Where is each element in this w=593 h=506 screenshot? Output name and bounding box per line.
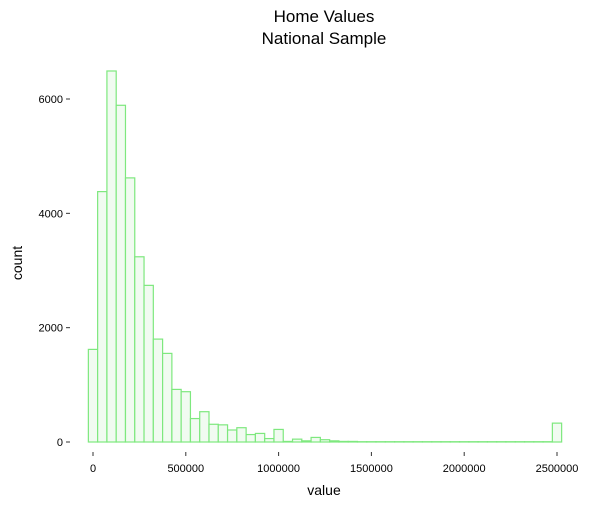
x-tick-label: 1000000 (257, 463, 300, 475)
x-axis: 0 500000 1000000 1500000 2000000 2500000 (90, 452, 578, 475)
histogram-bar (152, 338, 164, 443)
histogram-bar (208, 423, 219, 443)
histogram-bar (254, 432, 266, 443)
x-tick-label: 500000 (167, 463, 204, 475)
chart-title: Home Values (274, 7, 375, 26)
y-tick-label: 2000 (39, 323, 63, 335)
y-tick-label: 6000 (39, 94, 63, 106)
histogram-bar (217, 424, 229, 443)
histogram-bar (199, 411, 210, 443)
histogram-bar (134, 256, 145, 443)
x-tick-label: 2000000 (443, 463, 486, 475)
histogram-bar (226, 429, 238, 443)
histogram-bar (291, 438, 303, 443)
histogram-bar (115, 104, 127, 443)
histogram-bar (106, 70, 117, 443)
x-axis-label: value (307, 482, 341, 498)
histogram-bar (551, 422, 563, 443)
y-tick-label: 0 (57, 437, 63, 449)
histogram-bar (264, 437, 275, 443)
histogram-bar (329, 440, 340, 443)
x-tick-label: 2500000 (536, 463, 579, 475)
x-tick-label: 0 (90, 463, 96, 475)
histogram-bar (282, 440, 294, 443)
histogram-bar (180, 391, 192, 443)
histogram-bar (162, 352, 173, 443)
y-axis: 0 2000 4000 6000 (39, 94, 70, 449)
histogram-bar (236, 427, 247, 443)
histogram-bar (338, 440, 349, 443)
chart-subtitle: National Sample (262, 29, 387, 48)
y-tick-label: 4000 (39, 208, 63, 220)
bars-group (87, 70, 563, 443)
histogram-bar (347, 440, 359, 443)
histogram-bar (189, 417, 201, 443)
histogram-bar (87, 348, 99, 443)
histogram-bar (124, 177, 136, 443)
histogram-bar (143, 284, 154, 443)
histogram-bar (301, 440, 312, 443)
histogram-bar (273, 428, 284, 443)
y-axis-label: count (9, 246, 25, 280)
histogram-bar (97, 191, 108, 443)
histogram-bar (245, 433, 256, 443)
x-tick-label: 1500000 (350, 463, 393, 475)
histogram-bar (310, 436, 321, 443)
histogram-bar (319, 439, 331, 443)
histogram-bar (171, 388, 182, 443)
